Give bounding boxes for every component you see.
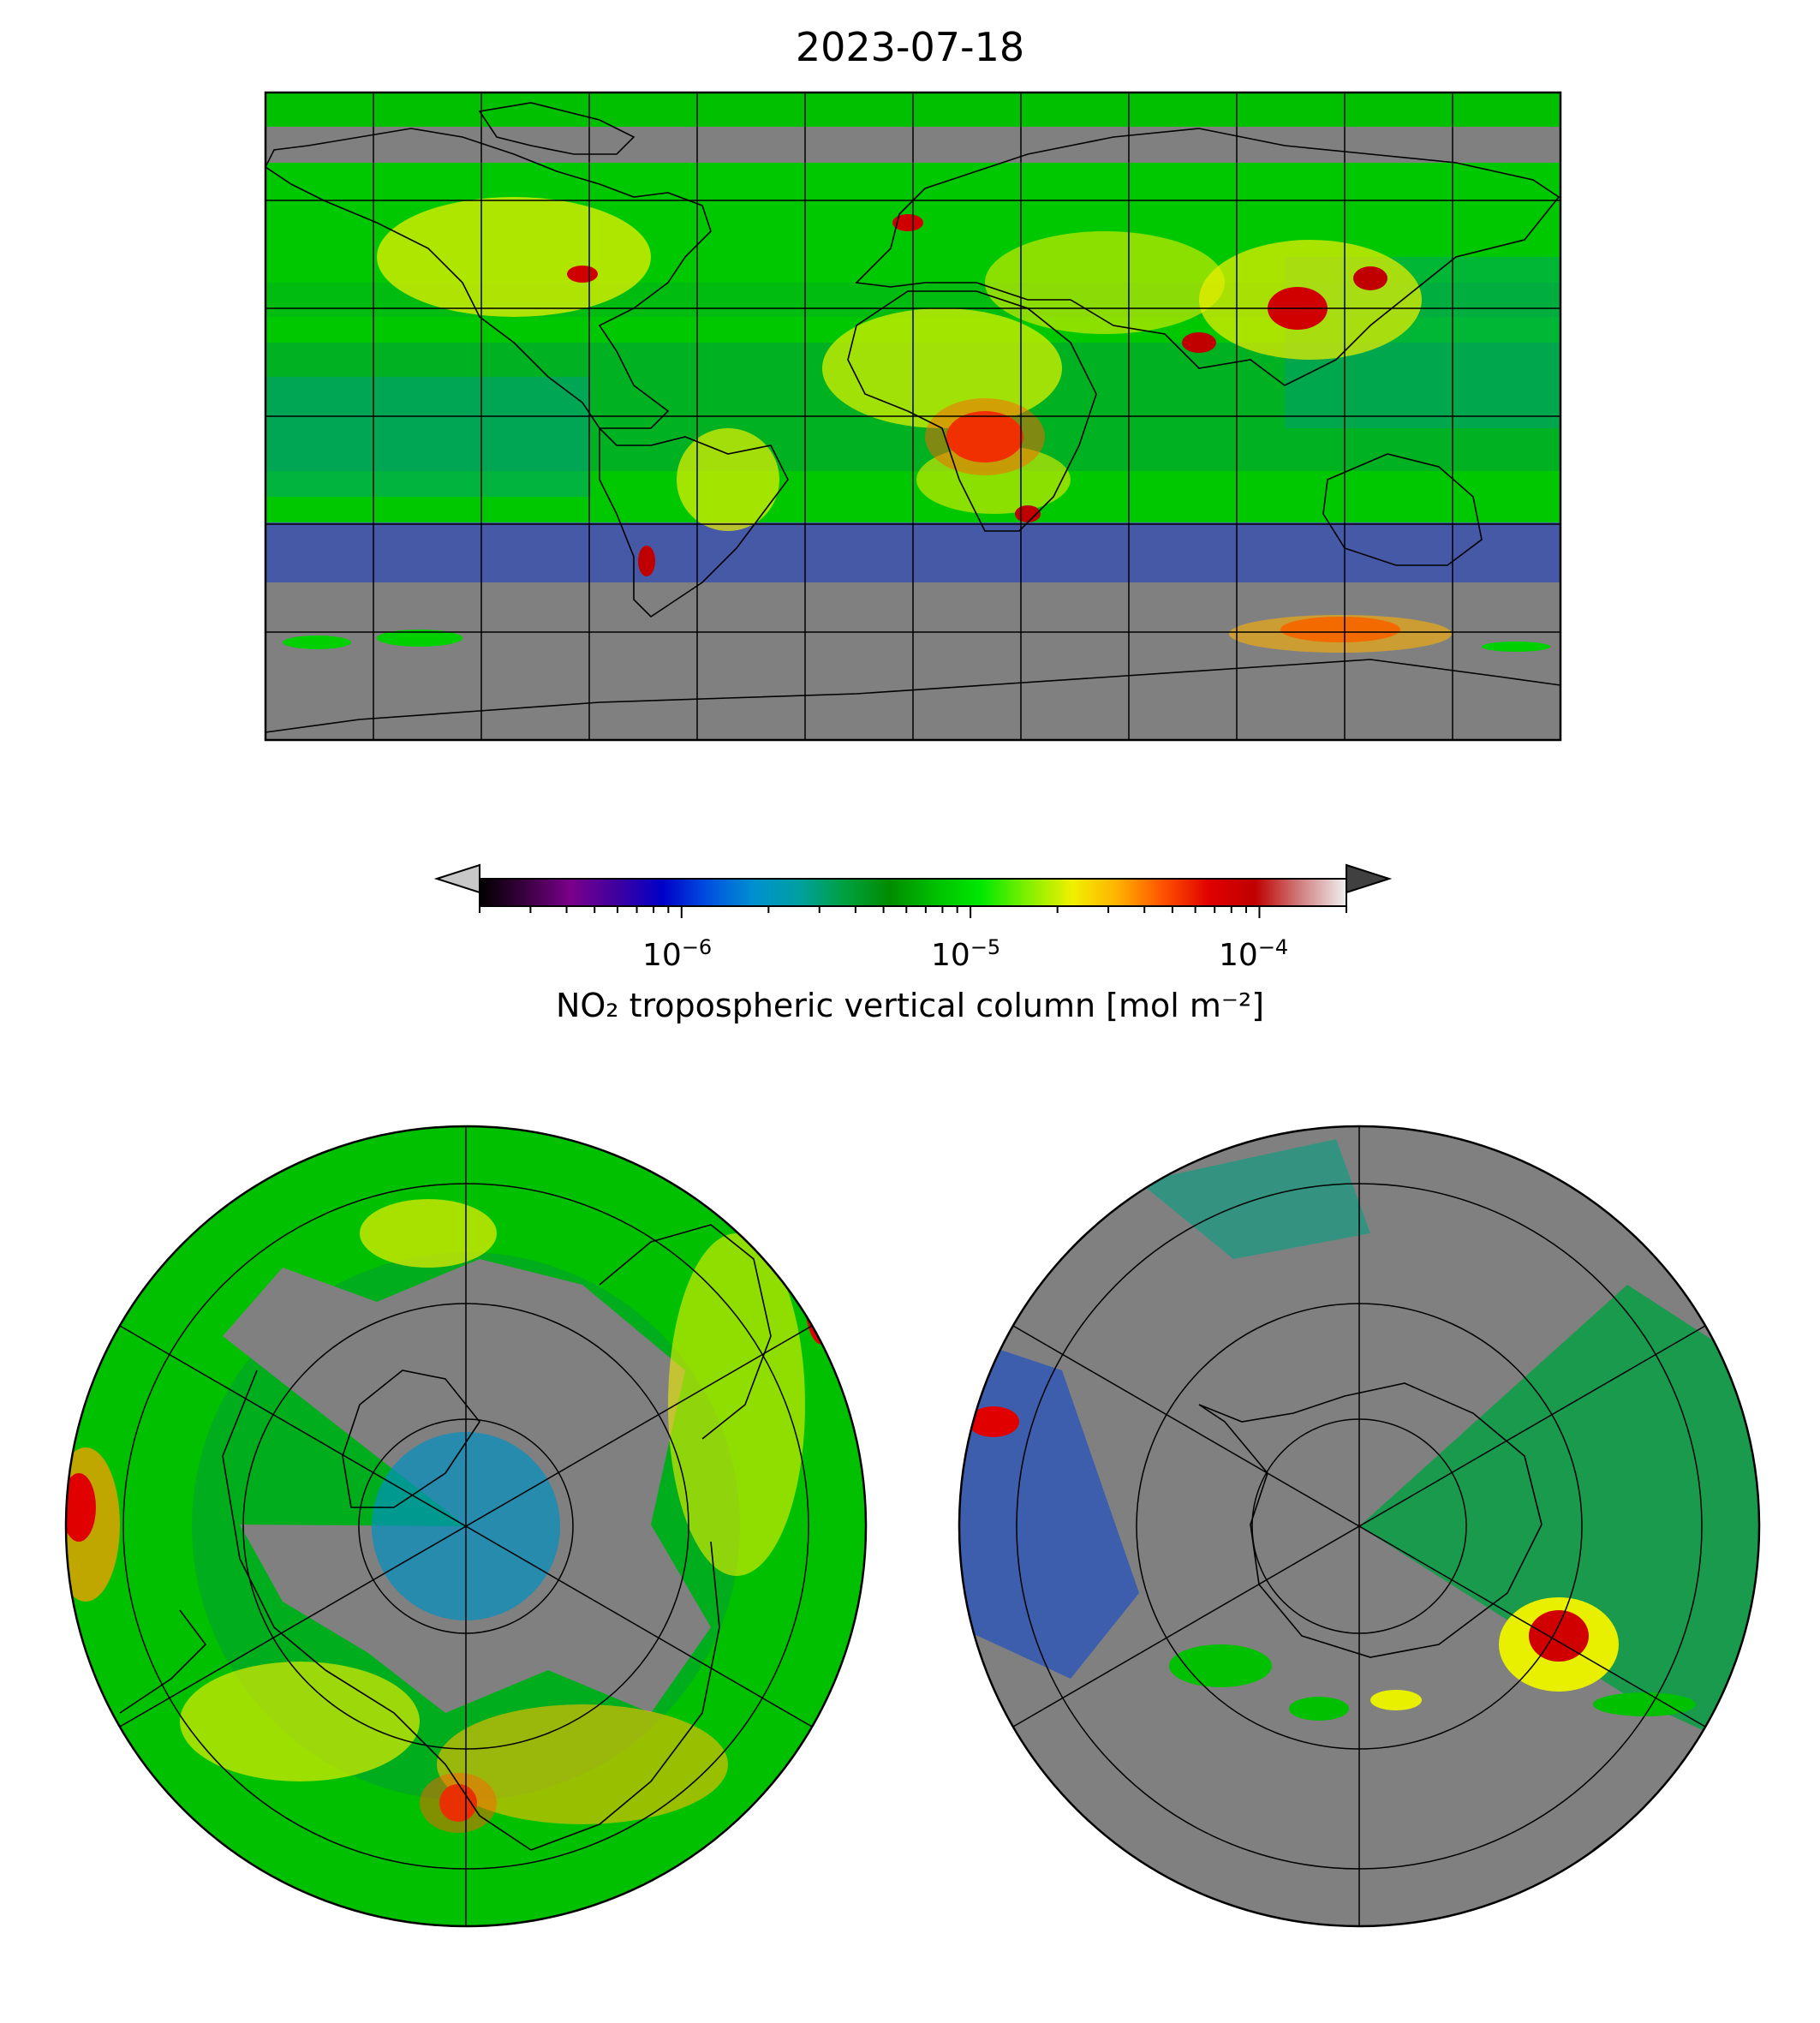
south-polar-graticule: [1012, 1126, 1706, 1926]
south-polar-frame: [958, 1125, 1761, 1928]
colorbar-label: NO₂ tropospheric vertical column [mol m⁻…: [555, 987, 1265, 1024]
south-polar-no2-field: [959, 1139, 1759, 1851]
colorbar-ticks: [479, 906, 1347, 918]
global-graticule: [266, 92, 1560, 740]
north-polar-frame: [64, 1125, 868, 1928]
global-coastlines: [266, 102, 1560, 733]
colorbar-tick-label-1e-4: 10−4: [1219, 935, 1289, 973]
north-polar-coastlines: [119, 1224, 772, 1851]
global-no2-field: [266, 92, 1560, 740]
map-date-title: 2023-07-18: [795, 24, 1025, 70]
colorbar-under-extension: [433, 863, 480, 894]
north-polar-graticule: [119, 1126, 813, 1926]
colorbar-tick-label-1e-6: 10−6: [642, 935, 713, 973]
colorbar-ramp: [480, 879, 1346, 906]
south-polar-map: [958, 1125, 1761, 1928]
north-polar-no2-field: [66, 1126, 866, 1926]
colorbar-frame: [479, 878, 1347, 907]
north-polar-map: [64, 1125, 868, 1928]
global-map: [264, 91, 1562, 742]
colorbar-tick-label-1e-5: 10−5: [931, 935, 1001, 973]
global-map-frame: [264, 91, 1562, 742]
colorbar: [433, 863, 1393, 918]
colorbar-over-extension: [1346, 863, 1393, 894]
